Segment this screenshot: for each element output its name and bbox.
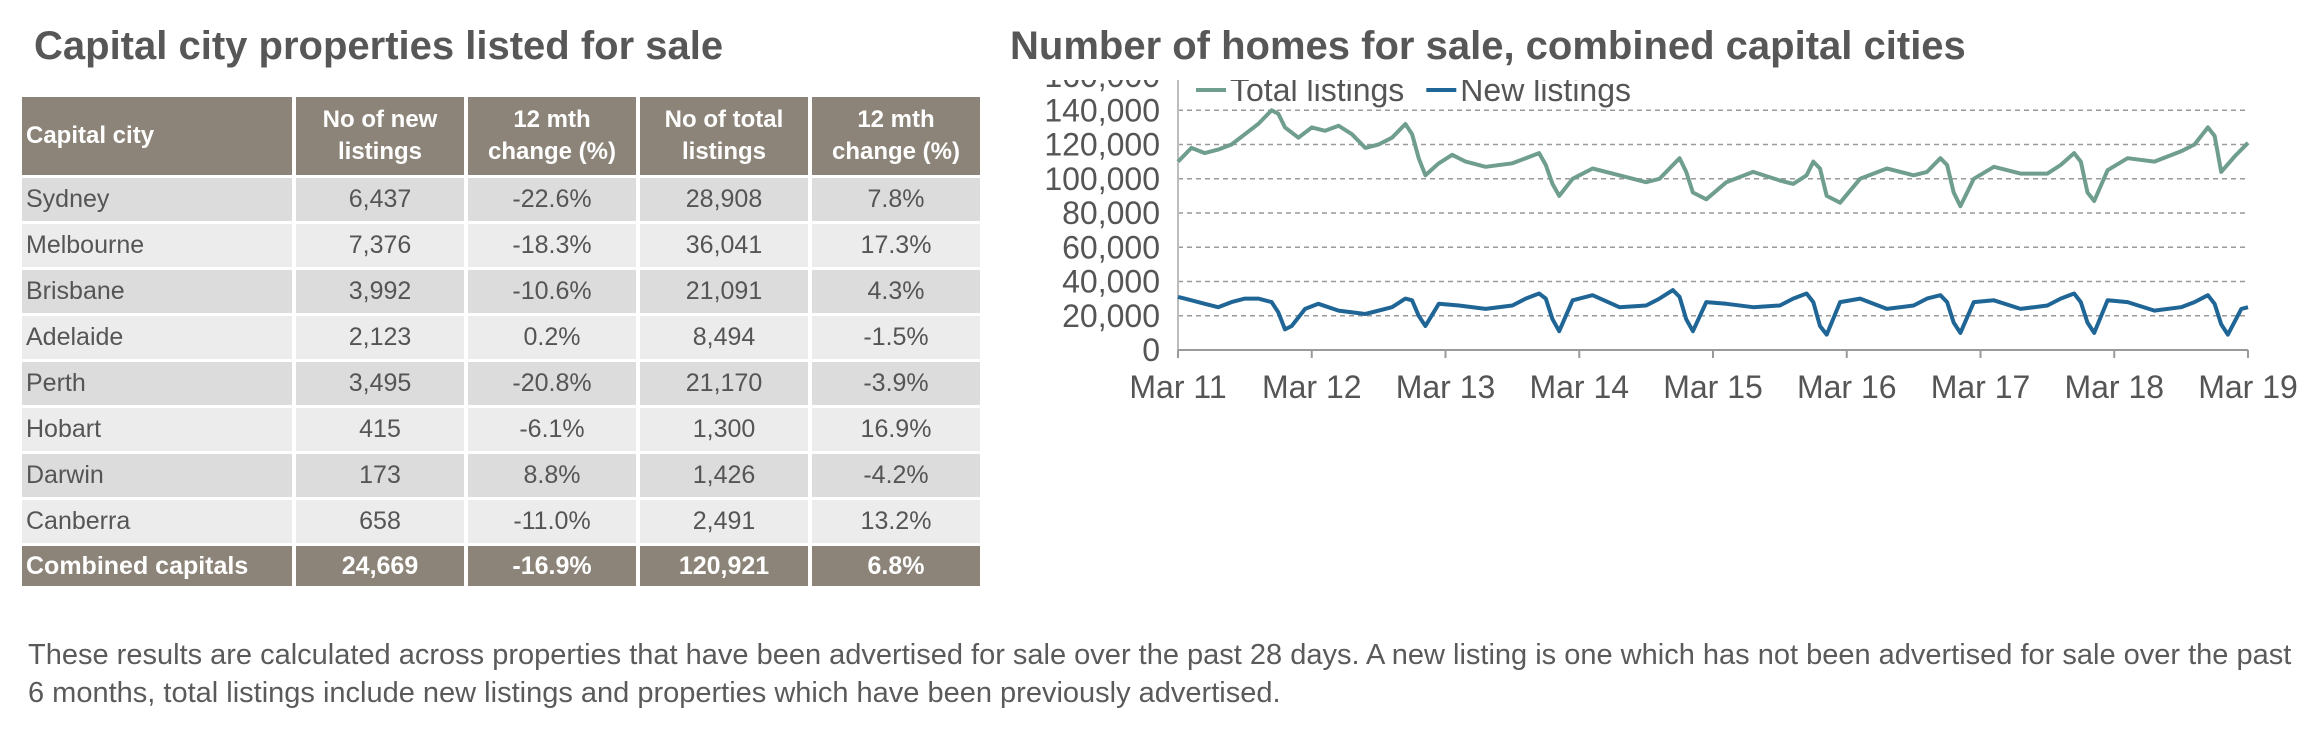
series-line-new-listings: [1177, 288, 2249, 337]
cell-total: 21,170: [640, 362, 808, 405]
cell-new-change: -22.6%: [468, 178, 636, 221]
cell-city: Adelaide: [22, 316, 292, 359]
header-new-listings: No of new listings: [296, 97, 464, 175]
cell-total: 1,300: [640, 408, 808, 451]
y-tick-label: 20,000: [1062, 298, 1160, 334]
listings-line-chart: 020,00040,00060,00080,000100,000120,0001…: [1044, 80, 2298, 405]
header-totchg-line1: 12 mth: [857, 106, 935, 133]
y-tick-label: 60,000: [1062, 229, 1160, 265]
table-row: Melbourne 7,376 -18.3% 36,041 17.3%: [22, 224, 980, 267]
cell-new-change: -18.3%: [468, 224, 636, 267]
header-total-line2: listings: [681, 138, 766, 165]
cell-total-change: 4.3%: [812, 270, 980, 313]
cell-city: Brisbane: [22, 270, 292, 313]
table-row: Sydney 6,437 -22.6% 28,908 7.8%: [22, 178, 980, 221]
cell-new: 415: [296, 408, 464, 451]
table-row: Canberra 658 -11.0% 2,491 13.2%: [22, 500, 980, 543]
cell-total-change: -3.9%: [812, 362, 980, 405]
header-total-listings: No of total listings: [640, 97, 808, 175]
cell-city: Canberra: [22, 500, 292, 543]
header-newchg-line2: change (%): [487, 138, 616, 165]
cell-new-change: -20.8%: [468, 362, 636, 405]
cell-new-change: -16.9%: [468, 546, 636, 586]
cell-total: 1,426: [640, 454, 808, 497]
cell-total-change: -4.2%: [812, 454, 980, 497]
table-row: Brisbane 3,992 -10.6% 21,091 4.3%: [22, 270, 980, 313]
table-total-row: Combined capitals 24,669 -16.9% 120,921 …: [22, 546, 980, 586]
cell-new-change: -11.0%: [468, 500, 636, 543]
header-capital-city: Capital city: [22, 97, 292, 175]
cell-total-change: 16.9%: [812, 408, 980, 451]
header-total-line1: No of total: [664, 106, 784, 133]
footnote: These results are calculated across prop…: [28, 639, 2292, 709]
header-totchg-line2: change (%): [831, 138, 960, 165]
table-header-row: Capital city No of new listings 12 mth cha…: [22, 97, 980, 175]
y-tick-label: 120,000: [1044, 127, 1160, 163]
cell-new: 2,123: [296, 316, 464, 359]
cell-city: Combined capitals: [22, 546, 292, 586]
x-tick-label: Mar 12: [1262, 369, 1362, 405]
cell-city: Perth: [22, 362, 292, 405]
cell-city: Sydney: [22, 178, 292, 221]
table-row: Adelaide 2,123 0.2% 8,494 -1.5%: [22, 316, 980, 359]
cell-total-change: 7.8%: [812, 178, 980, 221]
x-tick-label: Mar 15: [1663, 369, 1763, 405]
header-new-line1: No of new: [322, 106, 438, 133]
cell-total: 2,491: [640, 500, 808, 543]
cell-new: 3,992: [296, 270, 464, 313]
cell-total-change: 13.2%: [812, 500, 980, 543]
y-tick-label: 140,000: [1044, 92, 1160, 128]
y-tick-label: 80,000: [1062, 195, 1160, 231]
cell-new: 658: [296, 500, 464, 543]
cell-total: 120,921: [640, 546, 808, 586]
cell-total-change: 6.8%: [812, 546, 980, 586]
cell-total: 28,908: [640, 178, 808, 221]
cell-new-change: -10.6%: [468, 270, 636, 313]
y-tick-label: 100,000: [1044, 161, 1160, 197]
chart-title: Number of homes for sale, combined capit…: [1010, 24, 1966, 68]
y-tick-label: 40,000: [1062, 264, 1160, 300]
cell-city: Hobart: [22, 408, 292, 451]
cell-city: Melbourne: [22, 224, 292, 267]
header-newchg-line1: 12 mth: [513, 106, 591, 133]
cell-total: 21,091: [640, 270, 808, 313]
cell-total-change: -1.5%: [812, 316, 980, 359]
cell-new-change: 8.8%: [468, 454, 636, 497]
cell-new: 173: [296, 454, 464, 497]
listings-table: Capital city No of new listings 12 mth cha…: [18, 94, 984, 589]
header-new-change: 12 mth change (%): [468, 97, 636, 175]
cell-new-change: 0.2%: [468, 316, 636, 359]
x-tick-label: Mar 17: [1931, 369, 2031, 405]
cell-city: Darwin: [22, 454, 292, 497]
x-tick-label: Mar 19: [2198, 369, 2298, 405]
x-tick-label: Mar 13: [1396, 369, 1496, 405]
cell-total: 8,494: [640, 316, 808, 359]
cell-new-change: -6.1%: [468, 408, 636, 451]
cell-new: 7,376: [296, 224, 464, 267]
table-row: Darwin 173 8.8% 1,426 -4.2%: [22, 454, 980, 497]
legend-label-total-listings: Total listings: [1230, 80, 1404, 108]
x-tick-label: Mar 11: [1129, 369, 1226, 405]
y-tick-label: 160,000: [1044, 80, 1160, 94]
x-tick-label: Mar 16: [1797, 369, 1897, 405]
x-tick-label: Mar 18: [2064, 369, 2164, 405]
header-total-change: 12 mth change (%): [812, 97, 980, 175]
table-title: Capital city properties listed for sale: [34, 24, 724, 68]
series-line-total-listings: [1176, 108, 2250, 209]
y-tick-label: 0: [1142, 332, 1160, 368]
header-new-line2: listings: [337, 138, 422, 165]
cell-new: 3,495: [296, 362, 464, 405]
cell-total: 36,041: [640, 224, 808, 267]
table-row: Hobart 415 -6.1% 1,300 16.9%: [22, 408, 980, 451]
legend-label-new-listings: New listings: [1460, 80, 1631, 108]
x-tick-label: Mar 14: [1529, 369, 1629, 405]
table-row: Perth 3,495 -20.8% 21,170 -3.9%: [22, 362, 980, 405]
cell-total-change: 17.3%: [812, 224, 980, 267]
cell-new: 6,437: [296, 178, 464, 221]
cell-new: 24,669: [296, 546, 464, 586]
